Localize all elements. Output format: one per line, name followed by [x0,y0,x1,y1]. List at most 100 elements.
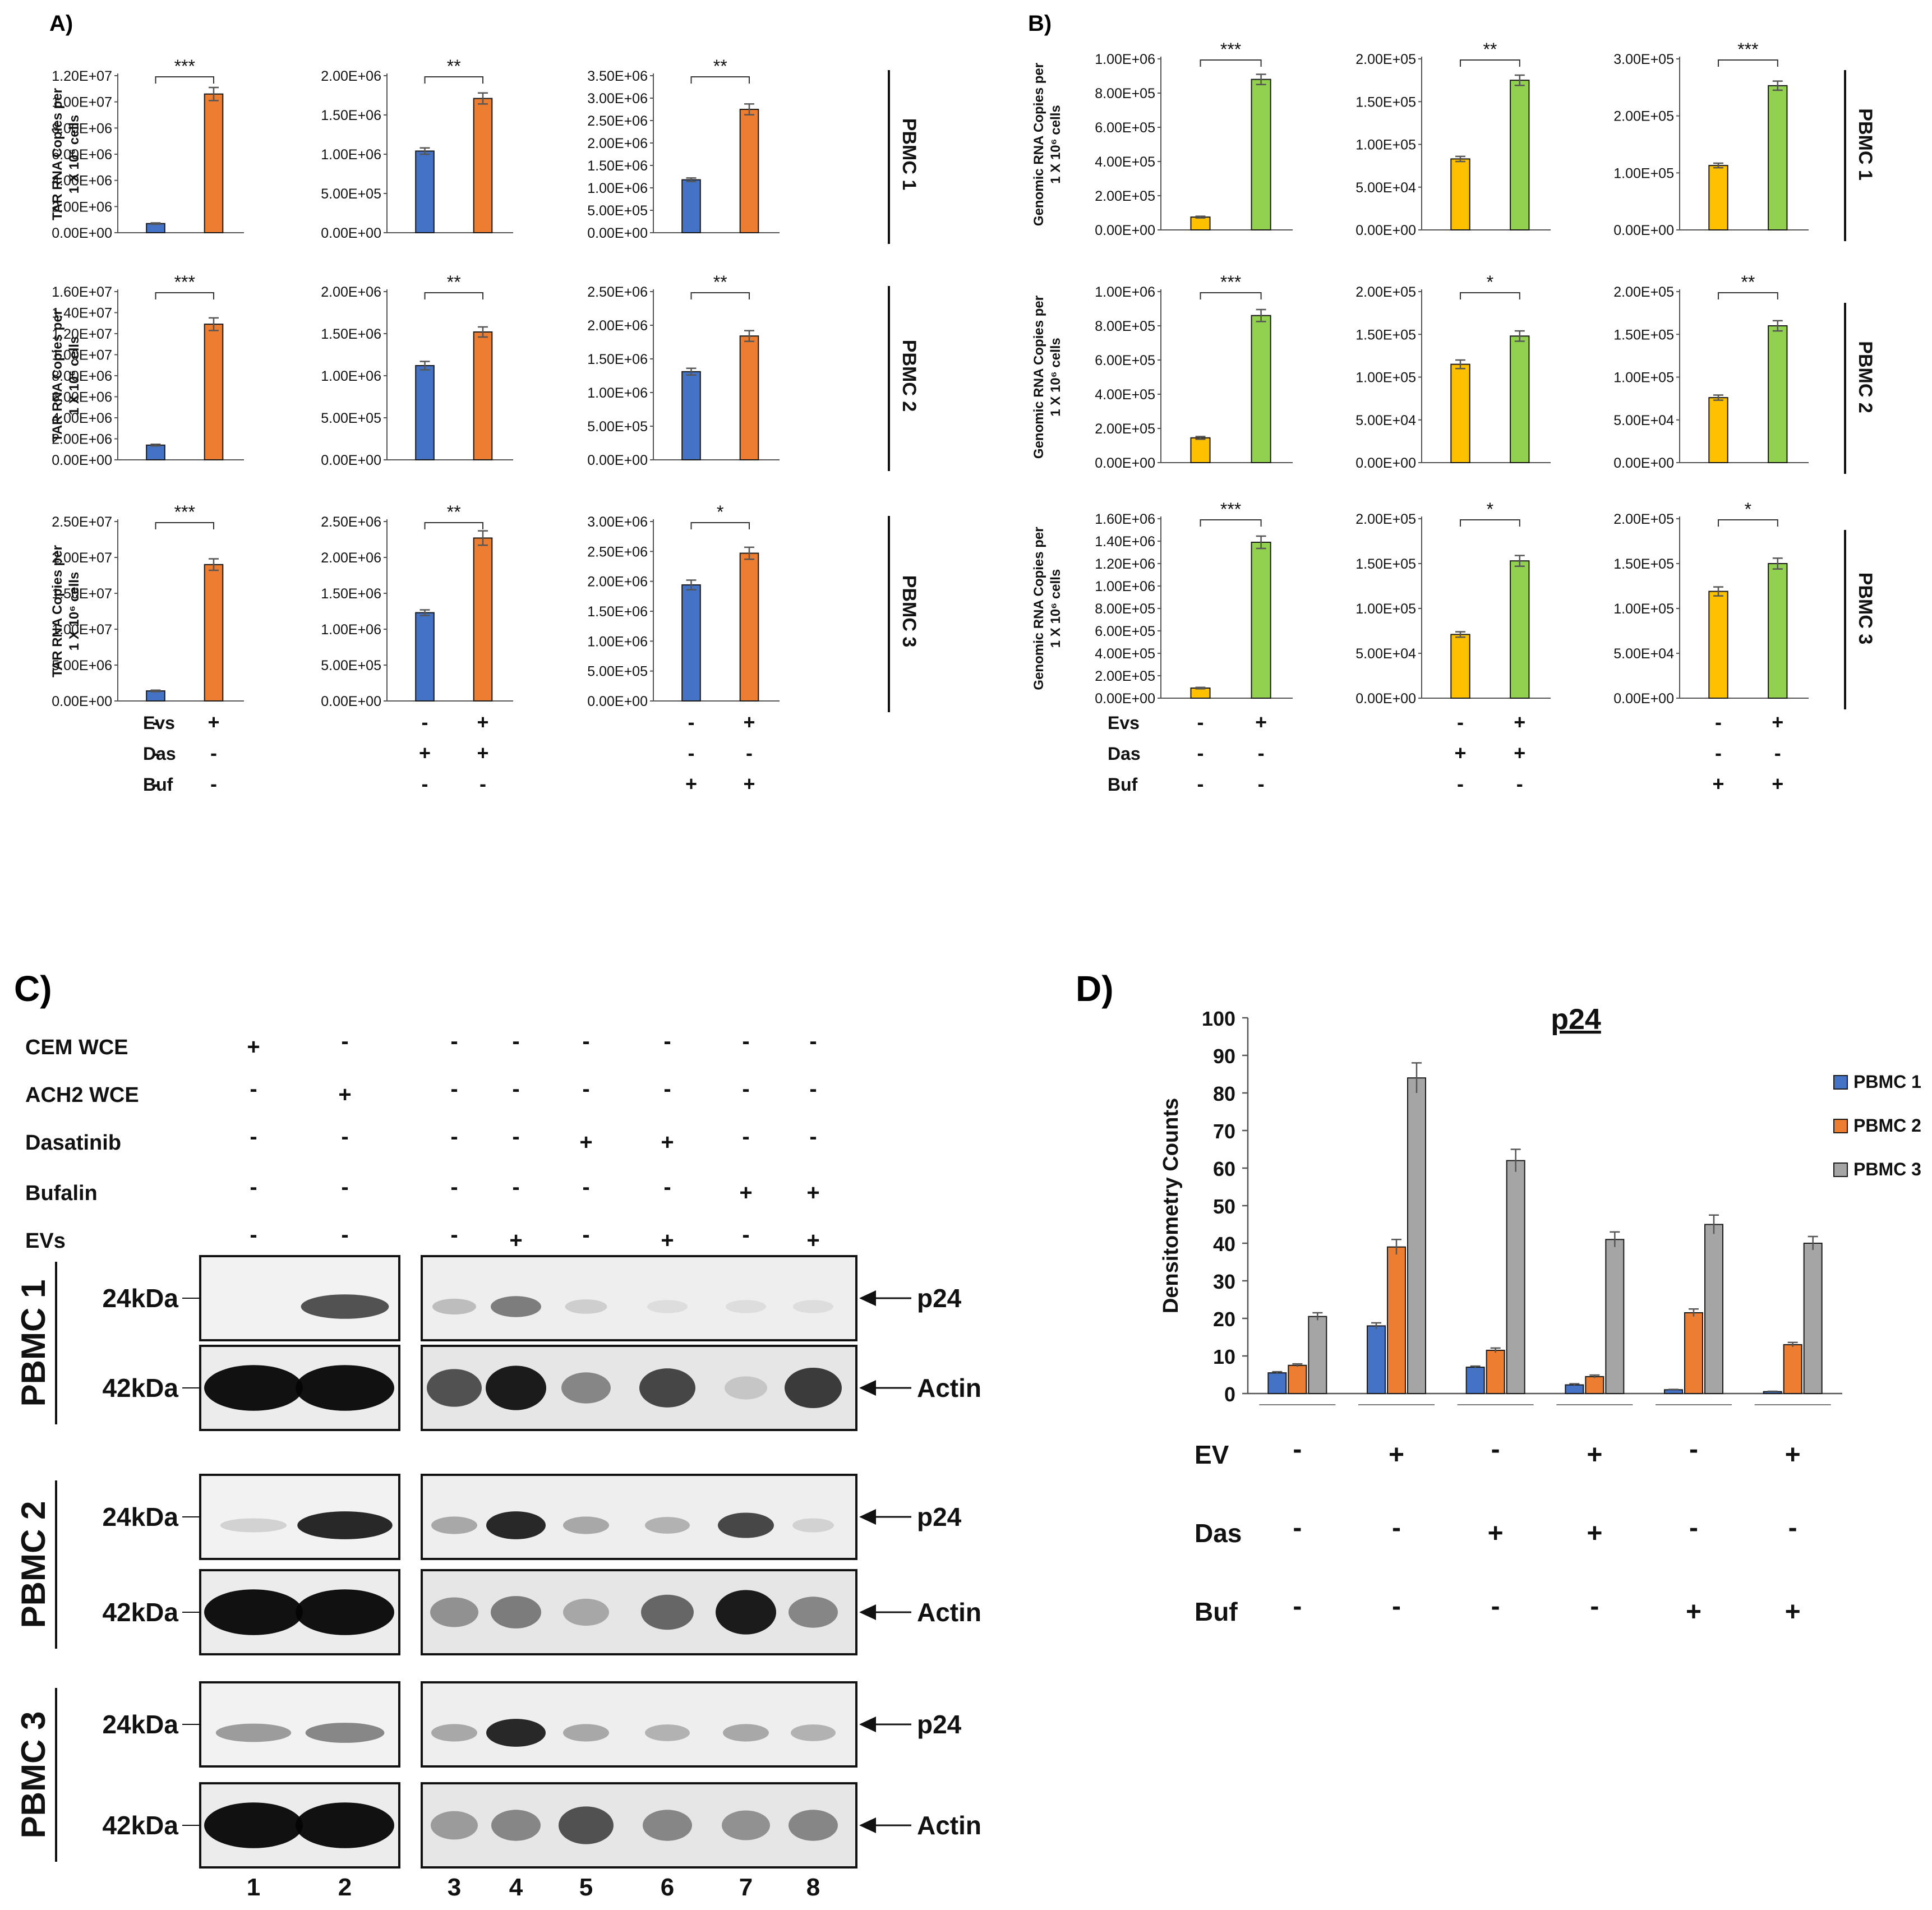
y-tick-label: 0.00E+00 [587,694,648,709]
treatment-sign: - [688,741,695,764]
panel-label-b: B) [1028,11,1052,36]
significance-bracket [424,76,483,84]
y-tick-label: 0.00E+00 [587,225,648,241]
lane-number: 5 [579,1874,593,1901]
bar [1407,1077,1426,1394]
blot-treatment-sign: - [582,1222,589,1247]
chart-B2: 0.00E+00 5.00E+04 1.00E+05 1.50E+05 2.00E+05… [1355,39,1551,238]
treatment-label: Buf [1108,774,1138,795]
y-tick-label: 10 [1213,1345,1235,1368]
treatment-sign: + [1454,741,1466,764]
treatment-sign: + [1785,1440,1801,1470]
blot-treatment-sign: + [509,1228,522,1253]
blot-treatment-label: CEM WCE [25,1036,128,1059]
treatment-sign: - [210,772,217,795]
bar [1387,1246,1406,1394]
y-tick-label: 50 [1213,1195,1235,1218]
p24-band [432,1298,476,1315]
blot-treatment-sign: - [341,1175,348,1199]
bar [1704,1224,1723,1394]
blot-treatment-sign: - [512,1175,519,1199]
significance-bracket [155,522,214,529]
y-tick-label: 6.00E+05 [1095,353,1155,368]
bar [1510,335,1530,463]
bar [1367,1325,1386,1394]
significance-bracket [1200,292,1262,299]
pbmc-label: PBMC 3 [1855,573,1876,644]
y-label-line1: TAR RNA Copies per [50,310,65,442]
significance-bracket [690,522,750,529]
bar [1251,542,1271,699]
bar [146,690,165,702]
treatment-sign: + [1514,741,1525,764]
blot-treatment-sign: - [341,1124,348,1149]
arrow-head [859,1817,876,1833]
pbmc-row-label-a: PBMC 1 [898,118,920,190]
treatment-sign: - [688,711,695,733]
actin-band [204,1365,303,1411]
actin-band [641,1594,694,1630]
y-axis-label: Genomic RNA Copies per 1 X 10⁶ cells [1031,296,1063,459]
treatment-sign: + [208,711,219,733]
bar [1506,1160,1525,1395]
blot-treatment-sign: - [512,1077,519,1101]
y-tick-label: 2.00E+05 [1355,284,1416,300]
significance-bracket [1460,59,1520,67]
y-tick-label: 1.20E+07 [52,326,112,342]
pbmc-row-label-b: PBMC 3 [1855,573,1876,644]
actin-band [785,1367,842,1409]
significance-bracket [690,292,750,299]
treatment-sign: - [1590,1591,1599,1621]
y-tick-label: 0.00E+00 [52,225,112,241]
y-label-line2: 1 X 10⁶ cells [1048,105,1063,183]
chart-B7: 0.00E+00 2.00E+05 4.00E+05 6.00E+05 8.00E+05… [1031,499,1293,707]
y-tick-label: 2.00E+05 [1613,109,1674,124]
y-axis-label: TAR RNA Copies per 1 X 10⁶ cells [50,310,82,442]
p24-band [301,1294,389,1319]
blot-group-3: 24kDa p24 42kDa Actin PBMC 3 [15,1681,981,1869]
y-tick-label: 1.00E+05 [1355,137,1416,153]
bar [1465,1367,1485,1395]
treatment-sign: - [1392,1591,1401,1621]
y-tick-label: 1.00E+05 [1355,601,1416,617]
y-tick-label: 0.00E+00 [1355,223,1416,238]
y-label-line2: 1 X 10⁶ cells [1048,338,1063,416]
kda-label: 24kDa [102,1502,178,1531]
treatment-sign: - [153,741,159,764]
y-tick-label: 1.00E+07 [52,95,112,110]
y-tick-label: 2.00E+07 [52,550,112,566]
y-axis-label: TAR RNA Copies per 1 X 10⁶ cells [50,545,82,677]
y-tick-label: 8.00E+06 [52,121,112,136]
y-tick-label: 1.50E+05 [1613,556,1674,572]
actin-band [486,1365,546,1410]
actin-band [296,1365,394,1411]
y-tick-label: 0.00E+00 [587,453,648,468]
blot-membrane-left [199,1474,400,1560]
bar [681,179,701,234]
bar [681,371,701,460]
y-tick-label: 2.50E+06 [587,284,648,300]
blot-treatment-sign: - [809,1077,817,1101]
blot-treatment-sign: + [247,1035,260,1059]
significance-bracket [1460,292,1520,299]
blot-treatment-label: Dasatinib [25,1131,121,1155]
actin-band [789,1597,838,1628]
treatment-sign: + [743,711,755,733]
y-label-line2: 1 X 10⁶ cells [1048,569,1063,648]
significance-label: *** [1220,272,1241,292]
y-tick-label: 1.00E+06 [321,622,381,638]
y-tick-label: 6.00E+05 [1095,120,1155,136]
y-tick-label: 0.00E+00 [52,453,112,468]
treatment-sign: + [685,772,697,795]
significance-bracket [1718,519,1778,527]
p24-band [723,1724,769,1742]
blot-treatment-sign: - [742,1124,749,1149]
y-tick-label: 1.00E+06 [587,634,648,649]
treatment-sign: - [1197,772,1204,795]
pbmc-row-label-a: PBMC 3 [898,575,920,647]
blot-treatment-sign: - [450,1029,458,1054]
actin-band [296,1802,394,1848]
significance-label: *** [1220,499,1241,519]
blot-treatment-sign: - [582,1029,589,1054]
treatment-sign: + [1785,1597,1801,1627]
